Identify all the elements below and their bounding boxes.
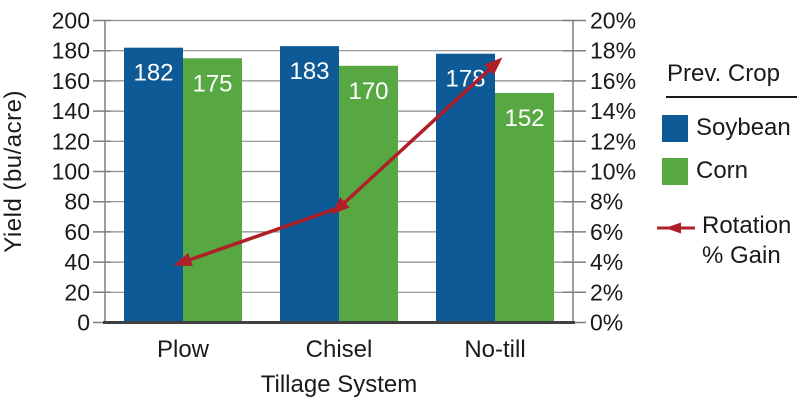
category-label: Chisel: [306, 336, 373, 363]
x-axis-title: Tillage System: [260, 371, 418, 398]
legend-item-corn: Corn: [662, 157, 800, 185]
legend-item-rotation-gain: Rotation % Gain: [656, 211, 800, 271]
line-arrow-marker: [331, 197, 350, 215]
right-axis-tick-label: 0%: [590, 310, 623, 336]
soybean-swatch-icon: [662, 114, 688, 142]
legend-title: Prev. Crop: [667, 60, 780, 87]
legend: Prev. Crop Soybean Corn Rotation % Gain: [656, 60, 800, 271]
rotation-line-marker-icon: [657, 222, 695, 234]
bar-corn-plow: [183, 58, 242, 323]
y-axis-tick-label: 20: [64, 279, 90, 305]
category-label: Plow: [157, 336, 210, 363]
corn-swatch-icon: [662, 157, 688, 185]
bar-soybean-chisel: [280, 46, 339, 323]
right-axis-tick-label: 10%: [590, 159, 636, 185]
category-label: No-till: [464, 336, 525, 363]
bar-corn-notill: [495, 92, 554, 323]
line-arrow-marker: [173, 252, 193, 267]
legend-label-soybean: Soybean: [696, 114, 791, 141]
legend-item-soybean: Soybean: [662, 114, 800, 142]
y-axis-title: Yield (bu/acre): [0, 20, 32, 323]
bar-value-label: 175: [192, 70, 232, 97]
y-axis-tick-label: 100: [52, 159, 90, 185]
y-axis-tick-label: 120: [52, 128, 90, 154]
right-axis-tick-label: 18%: [590, 38, 636, 64]
right-axis-tick-label: 20%: [590, 8, 636, 34]
legend-divider: [666, 96, 797, 98]
bar-value-label: 183: [289, 58, 329, 85]
bar-value-label: 170: [348, 78, 388, 105]
line-arrow-marker: [484, 57, 503, 75]
legend-label-rotation-gain: Rotation % Gain: [702, 212, 792, 269]
y-axis-tick-label: 0: [77, 310, 90, 336]
right-axis-tick-label: 4%: [590, 249, 623, 275]
right-axis-tick-label: 16%: [590, 68, 636, 94]
y-axis-tick-label: 60: [64, 219, 90, 245]
bar-soybean-notill: [436, 53, 495, 323]
y-axis-tick-label: 200: [52, 8, 90, 34]
y-axis-tick-label: 180: [52, 38, 90, 64]
bar-corn-chisel: [339, 65, 398, 323]
right-axis-tick-label: 6%: [590, 219, 623, 245]
y-axis-tick-label: 140: [52, 98, 90, 124]
bar-value-label: 152: [504, 105, 544, 132]
right-axis-tick-label: 12%: [590, 128, 636, 154]
y-axis-tick-label: 160: [52, 68, 90, 94]
y-axis-tick-label: 80: [64, 189, 90, 215]
right-axis-tick-label: 8%: [590, 189, 623, 215]
legend-label-corn: Corn: [696, 157, 749, 184]
bar-value-label: 182: [133, 60, 173, 87]
right-axis-tick-label: 2%: [590, 279, 623, 305]
y-axis-tick-label: 40: [64, 249, 90, 275]
bar-soybean-plow: [124, 47, 183, 323]
y-axis-title-text: Yield (bu/acre): [0, 90, 27, 253]
right-axis-tick-label: 14%: [590, 98, 636, 124]
